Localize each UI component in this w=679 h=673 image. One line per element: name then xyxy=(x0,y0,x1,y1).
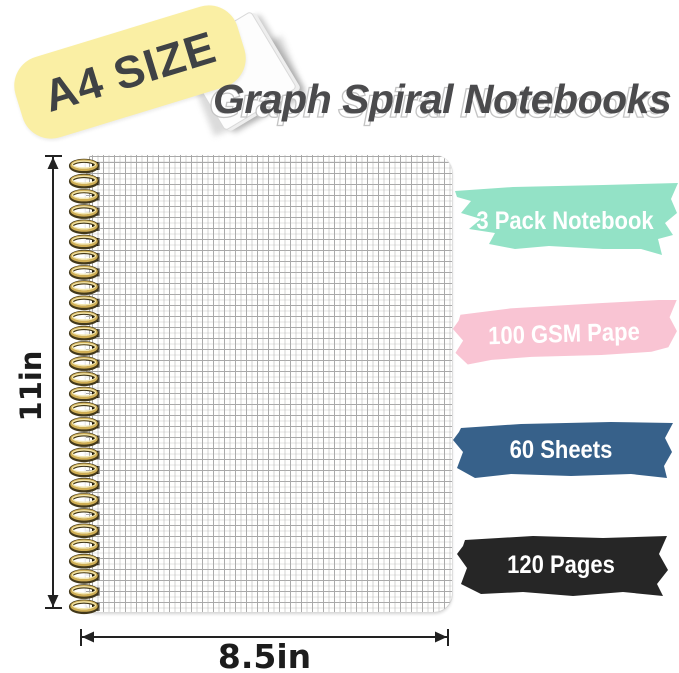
page-title: Graph Spiral Notebooks Graph Spiral Note… xyxy=(208,76,672,127)
ribbon-pack-tape xyxy=(455,183,678,255)
arrow-down-icon xyxy=(47,595,59,607)
ribbon-sheets-label: 60 Sheets xyxy=(509,436,613,464)
ribbon-pages-label: 120 Pages xyxy=(507,551,615,579)
page-title-shadow: Graph Spiral Notebooks xyxy=(208,79,668,126)
arrow-left-icon xyxy=(82,631,94,643)
notebook-graph-paper xyxy=(86,155,452,612)
page-title-text: Graph Spiral Notebooks xyxy=(213,76,672,122)
arrow-up-icon xyxy=(47,157,59,169)
ribbon-pack-label: 3 Pack Notebook xyxy=(476,207,654,235)
ribbon-gsm-tape xyxy=(452,300,678,365)
ribbon-pages-tape xyxy=(457,536,668,596)
ribbon-sheets-tape xyxy=(453,422,673,478)
width-dimension-label: 8.5in xyxy=(217,637,312,673)
ribbon-gsm-label: 100 GSM Pape xyxy=(487,317,641,351)
arrow-right-icon xyxy=(435,631,447,643)
height-dimension-label: 11in xyxy=(14,350,48,422)
a4-size-badge-label: A4 SIZE xyxy=(37,21,222,122)
spiral-binding xyxy=(68,158,101,615)
